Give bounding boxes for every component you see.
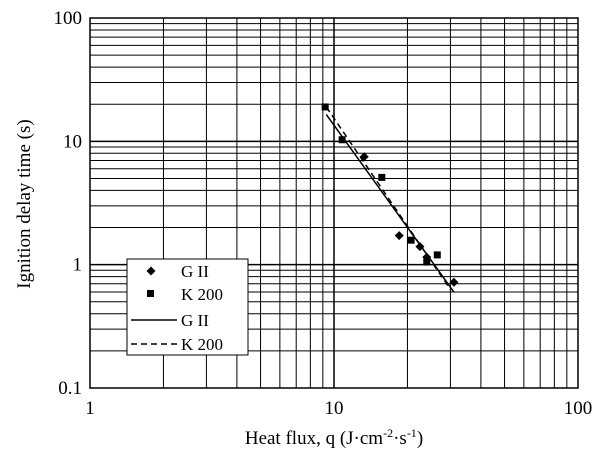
legend-marker-diamond [146,266,156,276]
data-point-diamond [394,231,404,241]
data-point-diamond [449,277,459,287]
y-tick-label: 10 [63,131,82,152]
x-axis-label-sup-1: -2 [383,426,393,440]
data-point-square [338,136,346,144]
data-point-square [423,258,431,266]
y-tick-label: 100 [54,8,83,29]
legend-label-series-4: K 200 [181,335,223,354]
data-point-square [407,236,415,244]
legend: G II K 200 G II K 200 [126,258,249,356]
legend-label-series-1: G II [181,262,209,281]
data-point-diamond [415,242,425,252]
legend-label-series-2: K 200 [181,285,223,304]
legend-box [126,258,249,356]
x-axis-label-end: ) [417,428,423,449]
y-tick-label: 1 [73,255,83,276]
plot-frame [89,17,579,389]
data-point-square [378,173,386,181]
x-tick-label: 10 [325,398,344,419]
legend-marker-square [147,290,154,297]
x-axis-label-mid: ·s [393,428,407,449]
x-axis-label-main: Heat flux, q (J·cm [245,428,383,449]
data-point-square [433,251,441,259]
fit-line-solid [325,114,455,293]
y-axis-label: Ignition delay time (s) [14,119,35,288]
grid [90,18,578,388]
y-tick-label: 0.1 [58,378,82,399]
data-point-square [321,103,329,111]
x-axis-label-sup-2: -1 [407,426,417,440]
chart-marks [321,103,459,293]
legend-label-series-3: G II [181,311,209,330]
x-tick-label: 1 [85,398,95,419]
x-axis-label: Heat flux, q (J·cm-2·s-1) [245,426,423,449]
data-point-diamond [359,152,369,162]
x-tick-label: 100 [564,398,593,419]
